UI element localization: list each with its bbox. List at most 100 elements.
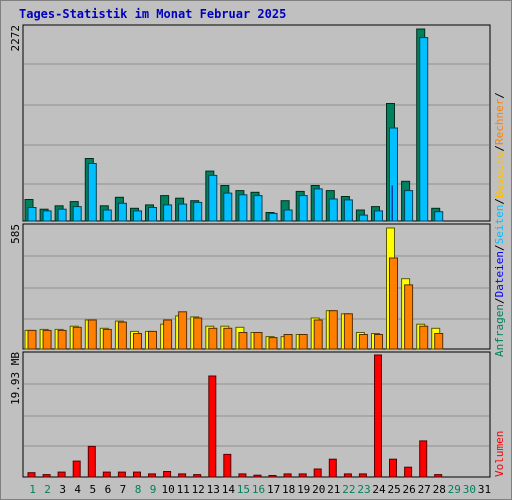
bar-volumen-day-26: [404, 466, 413, 478]
x-tick-label-15: 15: [237, 483, 250, 496]
legend-top-entry: Seiten: [493, 205, 506, 245]
bar-dateien-day-4: [72, 206, 82, 222]
x-tick-label-7: 7: [120, 483, 127, 496]
bar-rechner-day-13: [208, 327, 218, 350]
x-tick-label-5: 5: [89, 483, 96, 496]
x-tick-label-19: 19: [297, 483, 310, 496]
bar-dateien-day-17: [268, 212, 278, 222]
bar-dateien-day-10: [163, 204, 173, 222]
bar-rechner-day-4: [72, 326, 82, 350]
bar-volumen-day-8: [133, 471, 141, 478]
x-tick-label-3: 3: [59, 483, 66, 496]
legend-top-entry: /: [493, 92, 506, 99]
bar-dateien-day-3: [57, 208, 67, 222]
y-axis-max-label-2: 585: [9, 224, 22, 244]
bar-dateien-day-8: [133, 210, 142, 222]
bar-dateien-day-13: [208, 174, 218, 222]
bar-volumen-day-4: [72, 460, 81, 478]
bar-dateien-day-7: [117, 202, 127, 222]
bar-dateien-day-9: [148, 207, 157, 222]
bar-rechner-day-2: [42, 329, 52, 350]
bar-dateien-day-5: [87, 163, 97, 222]
legend-bottom-entry: Volumen: [493, 431, 506, 477]
bar-dateien-day-6: [102, 209, 112, 222]
y-axis-max-label-3: 19.93 MB: [9, 352, 22, 405]
bar-dateien-day-2: [42, 210, 52, 222]
bar-dateien-day-27: [419, 37, 429, 222]
x-tick-label-24: 24: [372, 483, 386, 496]
bar-volumen-day-19: [298, 473, 307, 478]
bar-rechner-day-26: [404, 284, 414, 350]
bar-dateien-day-1: [27, 207, 37, 222]
y-axis-max-label-1: 2272: [9, 25, 22, 52]
x-tick-label-10: 10: [161, 483, 174, 496]
bar-dateien-day-14: [223, 192, 233, 222]
chart-title: Tages-Statistik im Monat Februar 2025: [19, 7, 287, 21]
plot-area-3: [22, 351, 491, 478]
bar-volumen-day-20: [313, 468, 322, 478]
bar-rechner-day-25: [389, 257, 398, 350]
x-tick-label-16: 16: [252, 483, 265, 496]
bar-rechner-day-27: [419, 325, 429, 350]
bar-dateien-day-11: [178, 203, 188, 222]
x-tick-label-8: 8: [135, 483, 142, 496]
x-tick-label-29: 29: [448, 483, 461, 496]
bar-dateien-day-24: [374, 210, 383, 222]
x-tick-label-27: 27: [418, 483, 431, 496]
legend-top-entry: /: [493, 198, 506, 205]
bar-volumen-day-23: [358, 473, 367, 478]
bar-rechner-day-5: [87, 319, 97, 350]
legend-top-entry: /: [493, 145, 506, 152]
bar-rechner-day-21: [328, 310, 338, 350]
x-tick-label-21: 21: [327, 483, 340, 496]
bar-dateien-day-12: [193, 201, 203, 222]
bar-rechner-day-22: [343, 313, 353, 350]
bar-seiten-day-25: [391, 185, 393, 221]
bar-volumen-day-1: [27, 472, 36, 478]
x-tick-label-23: 23: [357, 483, 370, 496]
x-tick-label-13: 13: [207, 483, 220, 496]
legend-top-entry: /: [493, 244, 506, 251]
x-tick-label-18: 18: [282, 483, 295, 496]
bar-dateien-day-18: [283, 209, 293, 222]
legend-top-entry: Dateien: [493, 251, 506, 297]
bar-volumen-day-11: [178, 473, 187, 478]
bar-volumen-day-28: [434, 474, 443, 478]
bar-rechner-day-18: [283, 334, 293, 350]
bar-dateien-day-26: [404, 190, 414, 222]
bar-rechner-day-20: [313, 319, 323, 350]
bar-rechner-day-17: [268, 337, 278, 350]
bar-dateien-day-28: [434, 211, 444, 222]
bar-volumen-day-25: [389, 458, 397, 478]
bar-volumen-day-14: [223, 453, 232, 478]
legend-top: Anfragen/Dateien/Seiten/Besuche/Rechner/: [493, 92, 506, 357]
bar-rechner-day-14: [223, 327, 233, 350]
bar-dateien-day-25: [389, 127, 398, 222]
bar-rechner-day-9: [148, 330, 157, 350]
bar-volumen-day-13: [208, 375, 217, 478]
legend-top-entry: Anfragen: [493, 304, 506, 357]
x-tick-label-26: 26: [402, 483, 415, 496]
bar-rechner-day-6: [102, 328, 112, 350]
x-tick-label-1: 1: [29, 483, 36, 496]
legend-top-entry: /: [493, 297, 506, 304]
bar-rechner-day-1: [27, 329, 37, 350]
x-tick-label-28: 28: [433, 483, 446, 496]
bar-dateien-day-22: [343, 199, 353, 222]
x-tick-label-22: 22: [342, 483, 355, 496]
bar-rechner-day-23: [358, 334, 368, 350]
bar-rechner-day-12: [193, 317, 203, 350]
bar-volumen-day-16: [253, 474, 262, 478]
bar-rechner-day-15: [238, 332, 248, 350]
bar-volumen-day-24: [374, 354, 382, 478]
bar-volumen-day-6: [102, 471, 111, 478]
x-tick-label-31: 31: [478, 483, 491, 496]
x-tick-label-6: 6: [105, 483, 112, 496]
x-tick-label-14: 14: [222, 483, 236, 496]
bar-volumen-day-3: [57, 471, 66, 478]
bar-rechner-day-16: [253, 332, 263, 350]
bar-volumen-day-27: [419, 440, 428, 478]
bar-dateien-day-19: [298, 195, 308, 222]
bar-volumen-day-17: [268, 475, 277, 478]
